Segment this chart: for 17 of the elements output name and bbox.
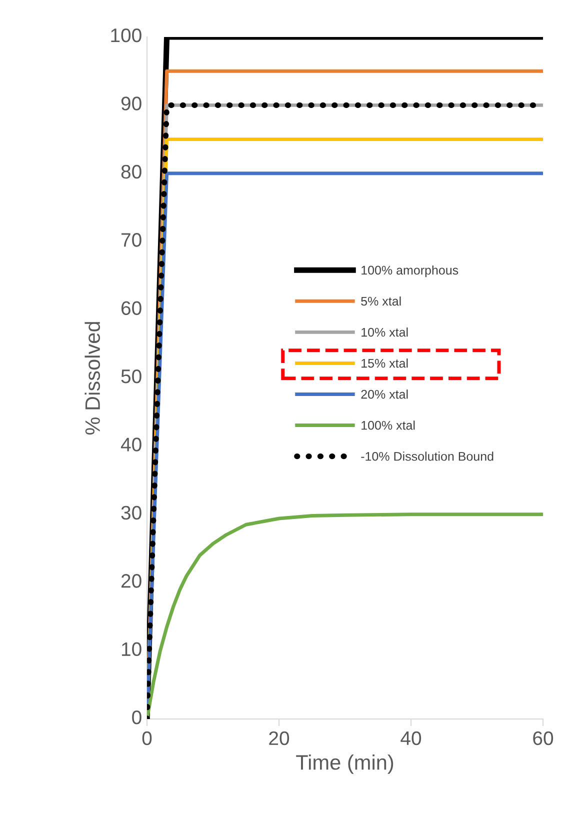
x-axis-title: Time (min): [296, 754, 394, 774]
y-tick-label: 30: [121, 506, 142, 520]
y-tick-label: 70: [122, 233, 142, 247]
y-axis-title: % Dissolved: [84, 322, 100, 435]
y-tick-label: 40: [120, 438, 142, 452]
y-tick-label: 0: [132, 710, 142, 724]
x-tick-label: 40: [400, 731, 422, 746]
y-tick-label: 50: [121, 369, 142, 384]
y-tick-label: 80: [121, 164, 142, 179]
x-tick-label: 60: [533, 731, 554, 746]
x-tick-label: 20: [269, 731, 290, 746]
y-tick-label: 20: [121, 574, 142, 588]
y-tick-label: 100: [111, 28, 142, 42]
y-tick-label: 90: [121, 96, 142, 110]
y-tick-label: 60: [122, 301, 142, 316]
y-tick-label: 10: [122, 642, 142, 656]
x-tick-label: 0: [142, 731, 152, 746]
